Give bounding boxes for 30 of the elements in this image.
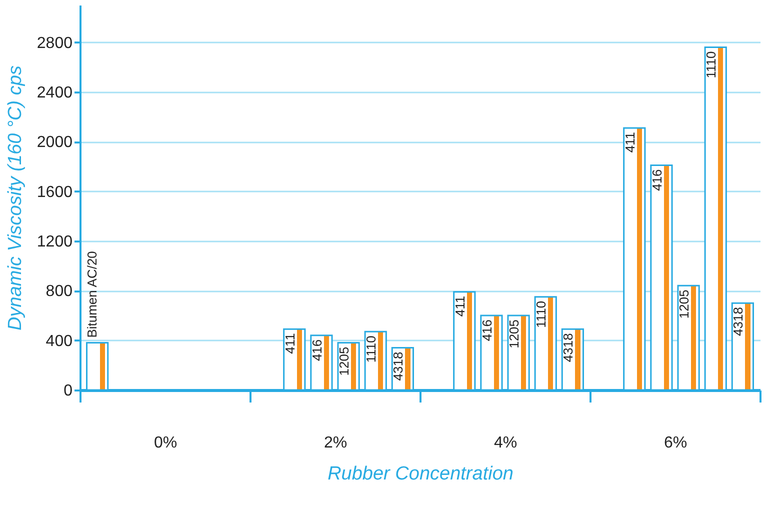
series-label: 1110: [534, 300, 549, 328]
text: 416: [479, 319, 494, 342]
series-label: 416: [649, 169, 664, 191]
text: 411: [622, 132, 638, 153]
y-tick-label: 400: [46, 332, 73, 350]
text: 1205: [506, 319, 522, 348]
text: 411: [452, 296, 468, 317]
y-tick-label: 1600: [36, 184, 73, 201]
y-tick-label: 2400: [36, 84, 73, 102]
y-tick-label: 0: [64, 382, 73, 400]
x-axis-title: Rubber Concentration: [328, 464, 514, 484]
text: 1205: [676, 290, 692, 319]
text: 1110: [364, 336, 379, 363]
text: 1110: [704, 51, 719, 78]
series-label: 4318: [390, 352, 406, 381]
y-tick-label: 2000: [36, 134, 73, 152]
text: Bitumen AC/20: [84, 251, 100, 338]
series-label: 1205: [336, 346, 352, 376]
y-tick-label: 2800: [36, 34, 73, 52]
x-tick-label: 4%: [494, 434, 518, 452]
text: 4318: [730, 307, 746, 336]
x-tick-label: 0%: [154, 434, 178, 452]
x-tick-label: 2%: [324, 434, 348, 452]
series-label: 411: [282, 333, 298, 354]
y-tick-label: 1200: [36, 233, 73, 250]
text: 416: [309, 339, 324, 362]
y-tick-label: 800: [46, 283, 73, 300]
y-axis-title: Dynamic Viscosity (160 °C) cps: [4, 65, 26, 330]
x-tick-label: 6%: [664, 434, 688, 452]
text: 4318: [560, 333, 576, 362]
